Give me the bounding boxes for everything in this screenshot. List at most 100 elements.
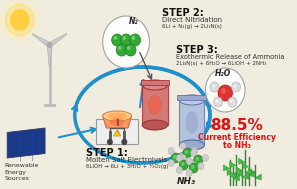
Circle shape (180, 153, 186, 160)
Text: Molten Salt Electrolysis: Molten Salt Electrolysis (86, 157, 167, 163)
Circle shape (176, 167, 182, 174)
Ellipse shape (179, 95, 205, 105)
Polygon shape (236, 170, 242, 177)
Circle shape (123, 36, 126, 40)
Polygon shape (32, 34, 51, 47)
Circle shape (176, 154, 182, 161)
Circle shape (121, 34, 132, 46)
Circle shape (168, 160, 174, 167)
Text: Current Efficiency: Current Efficiency (198, 133, 276, 142)
Circle shape (5, 4, 34, 36)
Circle shape (234, 84, 236, 88)
Polygon shape (179, 100, 205, 145)
Circle shape (192, 147, 198, 154)
Circle shape (218, 85, 233, 101)
Circle shape (206, 68, 245, 112)
Text: !: ! (116, 129, 118, 135)
Circle shape (127, 46, 131, 50)
Circle shape (216, 99, 219, 102)
Circle shape (179, 160, 188, 170)
Polygon shape (245, 169, 251, 175)
Circle shape (180, 143, 186, 149)
Polygon shape (103, 116, 132, 128)
Circle shape (180, 154, 186, 161)
Circle shape (185, 150, 188, 154)
Ellipse shape (103, 111, 132, 121)
Circle shape (191, 161, 197, 169)
Ellipse shape (142, 120, 168, 130)
Circle shape (103, 16, 150, 68)
Polygon shape (233, 175, 240, 181)
Circle shape (210, 82, 219, 92)
Circle shape (113, 36, 117, 40)
Circle shape (173, 155, 176, 159)
Circle shape (191, 149, 197, 156)
Ellipse shape (179, 140, 205, 150)
Circle shape (212, 84, 215, 88)
Circle shape (232, 82, 241, 92)
Text: STEP 3:: STEP 3: (176, 45, 217, 55)
Polygon shape (239, 158, 245, 164)
Circle shape (125, 44, 136, 56)
Circle shape (198, 163, 204, 170)
Text: H₂O: H₂O (215, 68, 232, 77)
Text: STEP 2:: STEP 2: (162, 8, 204, 18)
FancyBboxPatch shape (178, 95, 206, 100)
Circle shape (112, 34, 123, 46)
Polygon shape (242, 173, 249, 179)
Circle shape (202, 154, 208, 161)
Text: Direct Nitridation: Direct Nitridation (162, 17, 222, 23)
Polygon shape (230, 161, 236, 167)
Text: 6Li + N₂(g) → 2Li₃N(s): 6Li + N₂(g) → 2Li₃N(s) (162, 24, 222, 29)
Circle shape (194, 155, 203, 165)
Polygon shape (7, 128, 45, 158)
Polygon shape (242, 163, 249, 169)
Polygon shape (142, 85, 168, 125)
Polygon shape (48, 34, 67, 47)
Circle shape (116, 44, 127, 56)
Polygon shape (249, 171, 255, 177)
Circle shape (183, 148, 192, 158)
Text: to NH₃: to NH₃ (223, 141, 251, 150)
Circle shape (228, 97, 237, 107)
Polygon shape (236, 167, 242, 173)
Text: Exothermic Release of Ammonia: Exothermic Release of Ammonia (176, 54, 284, 60)
Polygon shape (227, 169, 233, 175)
Text: 88.5%: 88.5% (211, 118, 263, 133)
Circle shape (221, 88, 226, 94)
Circle shape (130, 34, 140, 46)
Circle shape (214, 97, 222, 107)
Circle shape (108, 139, 112, 145)
Circle shape (47, 43, 52, 47)
Polygon shape (47, 45, 52, 67)
Ellipse shape (107, 112, 127, 119)
FancyBboxPatch shape (96, 119, 138, 143)
Circle shape (230, 99, 233, 102)
Polygon shape (113, 130, 121, 136)
Text: 2Li₃N(s) + 6H₂O → 6LiOH + 2NH₃: 2Li₃N(s) + 6H₂O → 6LiOH + 2NH₃ (176, 61, 266, 66)
Circle shape (118, 46, 121, 50)
Ellipse shape (186, 111, 198, 134)
Polygon shape (249, 168, 255, 174)
Text: STEP 1:: STEP 1: (86, 148, 127, 158)
Circle shape (11, 10, 29, 30)
Circle shape (168, 147, 174, 154)
Circle shape (186, 170, 192, 177)
Text: ||: || (115, 119, 119, 126)
Circle shape (122, 139, 127, 145)
Circle shape (132, 36, 135, 40)
Circle shape (186, 157, 192, 164)
Circle shape (191, 165, 195, 169)
Circle shape (0, 0, 40, 42)
Ellipse shape (151, 98, 159, 111)
Circle shape (171, 153, 180, 163)
Polygon shape (230, 172, 236, 178)
Ellipse shape (148, 95, 162, 115)
Circle shape (195, 157, 199, 161)
Text: N₂: N₂ (128, 16, 138, 26)
Polygon shape (223, 165, 230, 171)
Ellipse shape (142, 80, 168, 90)
Circle shape (188, 160, 194, 167)
Circle shape (181, 162, 185, 166)
Text: 6LiOH → 6Li + 3H₂O + ½O₂(g): 6LiOH → 6Li + 3H₂O + ½O₂(g) (86, 164, 168, 169)
